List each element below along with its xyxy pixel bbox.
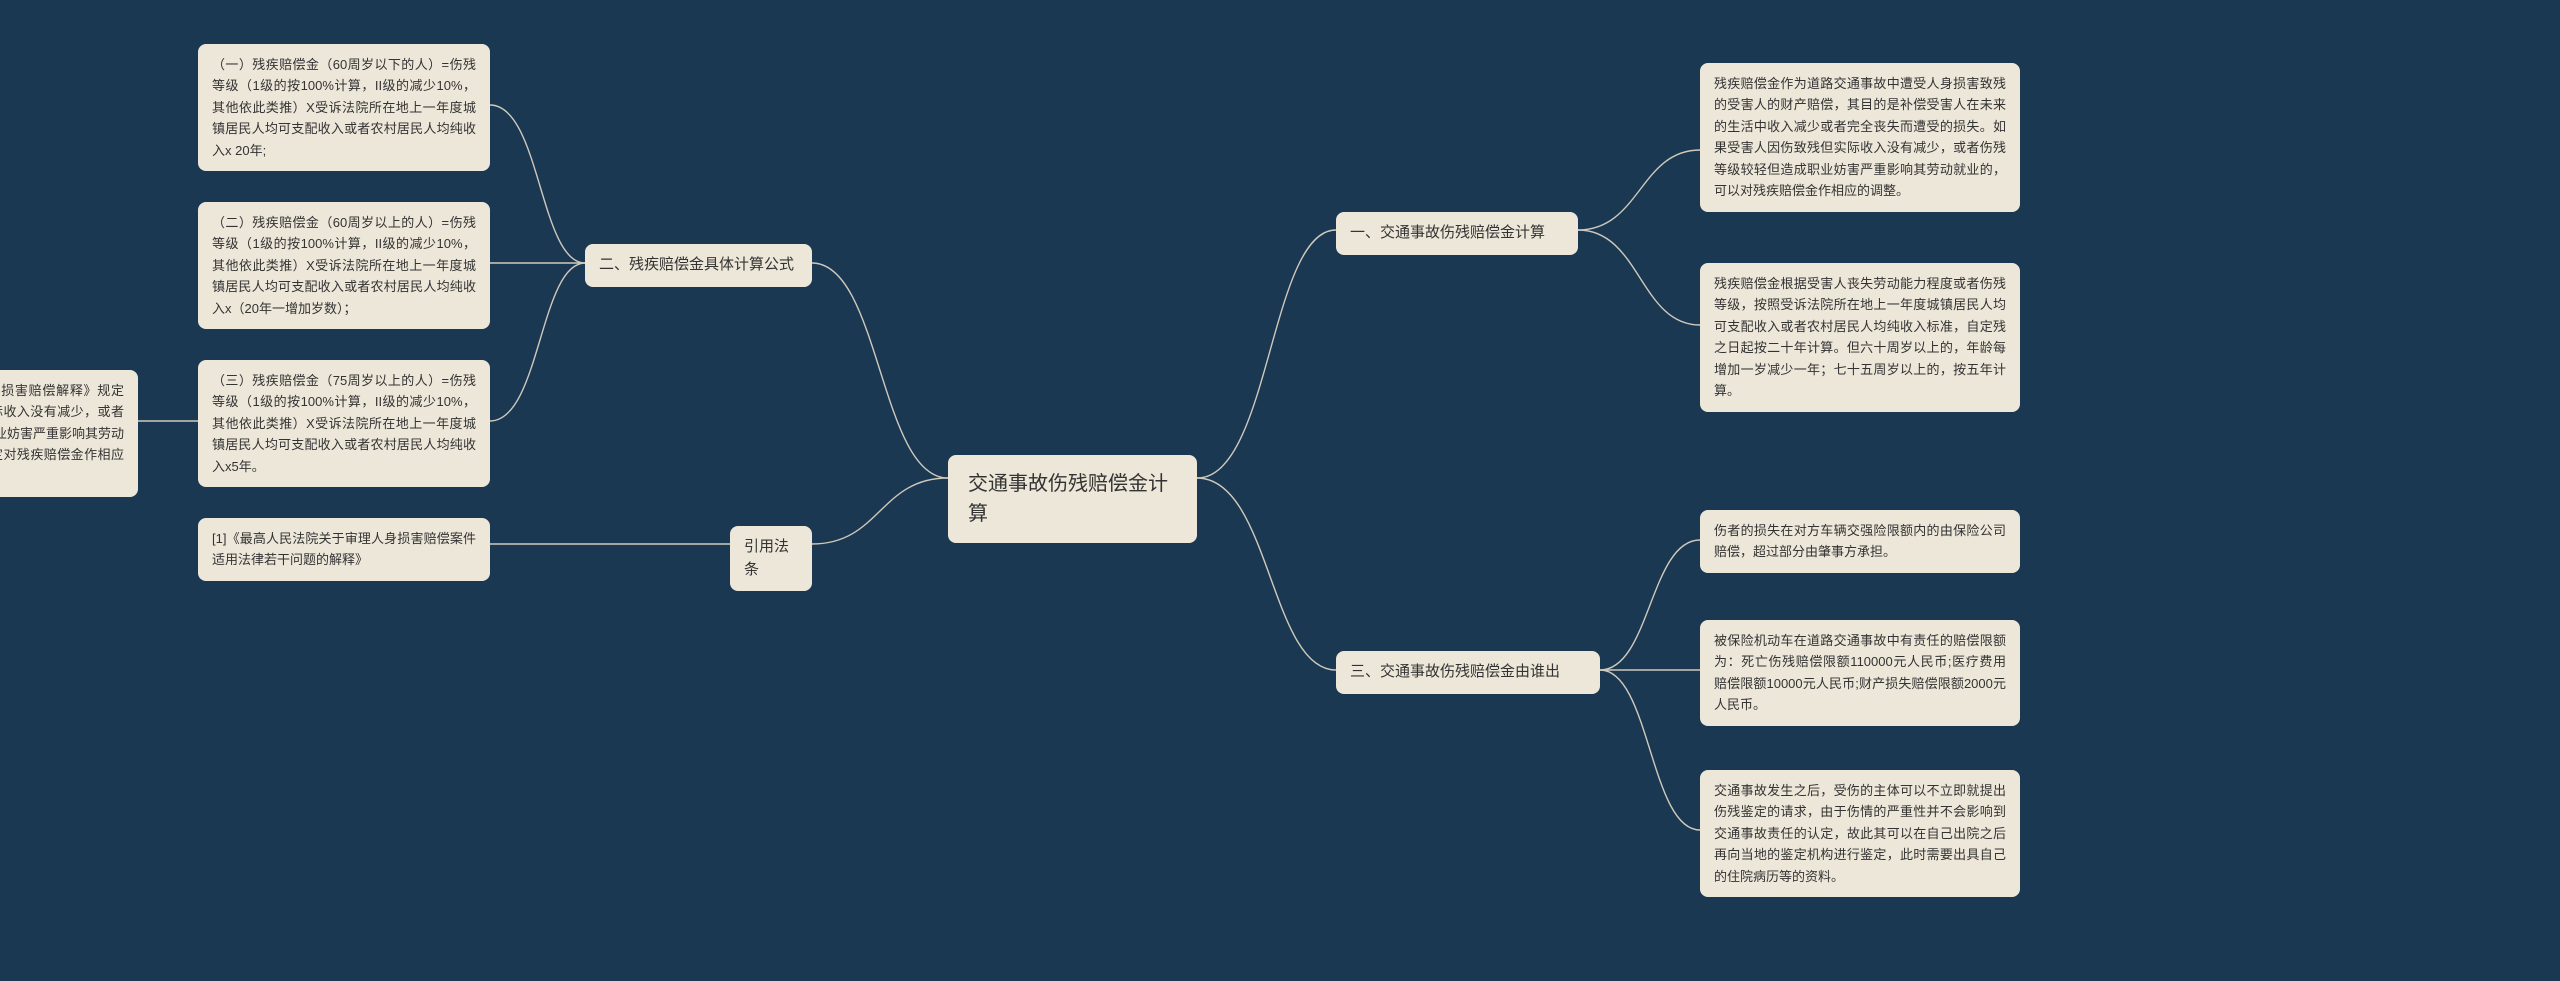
branch-3-leaf-3-text: 交通事故发生之后，受伤的主体可以不立即就提出伤残鉴定的请求，由于伤情的严重性并不… [1714,783,2006,884]
branch-2-leaf-1-text: （一）残疾赔偿金（60周岁以下的人）=伤残等级（1级的按100%计算，II级的减… [212,57,476,158]
branch-ref-label: 引用法条 [744,538,789,578]
branch-ref-leaf-1-text: [1]《最高人民法院关于审理人身损害赔偿案件适用法律若干问题的解释》 [212,531,476,567]
branch-3-leaf-1: 伤者的损失在对方车辆交强险限额内的由保险公司赔偿，超过部分由肇事方承担。 [1700,510,2020,573]
branch-2-leaf-1: （一）残疾赔偿金（60周岁以下的人）=伤残等级（1级的按100%计算，II级的减… [198,44,490,171]
branch-1-leaf-2: 残疾赔偿金根据受害人丧失劳动能力程度或者伤残等级，按照受诉法院所在地上一年度城镇… [1700,263,2020,412]
branch-2-leaf-2: （二）残疾赔偿金（60周岁以上的人）=伤残等级（1级的按100%计算，II级的减… [198,202,490,329]
branch-3-label: 三、交通事故伤残赔偿金由谁出 [1350,663,1560,680]
branch-3-leaf-2-text: 被保险机动车在道路交通事故中有责任的赔偿限额为：死亡伤残赔偿限额110000元人… [1714,633,2006,712]
branch-2-leaf-2-text: （二）残疾赔偿金（60周岁以上的人）=伤残等级（1级的按100%计算，II级的减… [212,215,476,316]
branch-2-label: 二、残疾赔偿金具体计算公式 [599,256,794,273]
branch-2-leaf-3-text: （三）残疾赔偿金（75周岁以上的人）=伤残等级（1级的按100%计算，II级的减… [212,373,476,474]
branch-1-leaf-2-text: 残疾赔偿金根据受害人丧失劳动能力程度或者伤残等级，按照受诉法院所在地上一年度城镇… [1714,276,2006,398]
branch-1-leaf-1-text: 残疾赔偿金作为道路交通事故中遭受人身损害致残的受害人的财产赔偿，其目的是补偿受害… [1714,76,2006,198]
branch-2[interactable]: 二、残疾赔偿金具体计算公式 [585,244,812,287]
root-node[interactable]: 交通事故伤残赔偿金计算 [948,455,1197,543]
branch-ref[interactable]: 引用法条 [730,526,812,591]
branch-3-leaf-2: 被保险机动车在道路交通事故中有责任的赔偿限额为：死亡伤残赔偿限额110000元人… [1700,620,2020,726]
branch-2-subleaf-text: 当然，如果出现《人身损害赔偿解释》规定的"受害人因伤残但实际收入没有减少，或者伤… [0,383,124,484]
branch-1[interactable]: 一、交通事故伤残赔偿金计算 [1336,212,1578,255]
branch-3-leaf-3: 交通事故发生之后，受伤的主体可以不立即就提出伤残鉴定的请求，由于伤情的严重性并不… [1700,770,2020,897]
branch-2-leaf-3: （三）残疾赔偿金（75周岁以上的人）=伤残等级（1级的按100%计算，II级的减… [198,360,490,487]
branch-1-leaf-1: 残疾赔偿金作为道路交通事故中遭受人身损害致残的受害人的财产赔偿，其目的是补偿受害… [1700,63,2020,212]
branch-3[interactable]: 三、交通事故伤残赔偿金由谁出 [1336,651,1600,694]
branch-ref-leaf-1: [1]《最高人民法院关于审理人身损害赔偿案件适用法律若干问题的解释》 [198,518,490,581]
root-label: 交通事故伤残赔偿金计算 [968,473,1168,525]
branch-3-leaf-1-text: 伤者的损失在对方车辆交强险限额内的由保险公司赔偿，超过部分由肇事方承担。 [1714,523,2006,559]
branch-1-label: 一、交通事故伤残赔偿金计算 [1350,224,1545,241]
branch-2-subleaf: 当然，如果出现《人身损害赔偿解释》规定的"受害人因伤残但实际收入没有减少，或者伤… [0,370,138,497]
